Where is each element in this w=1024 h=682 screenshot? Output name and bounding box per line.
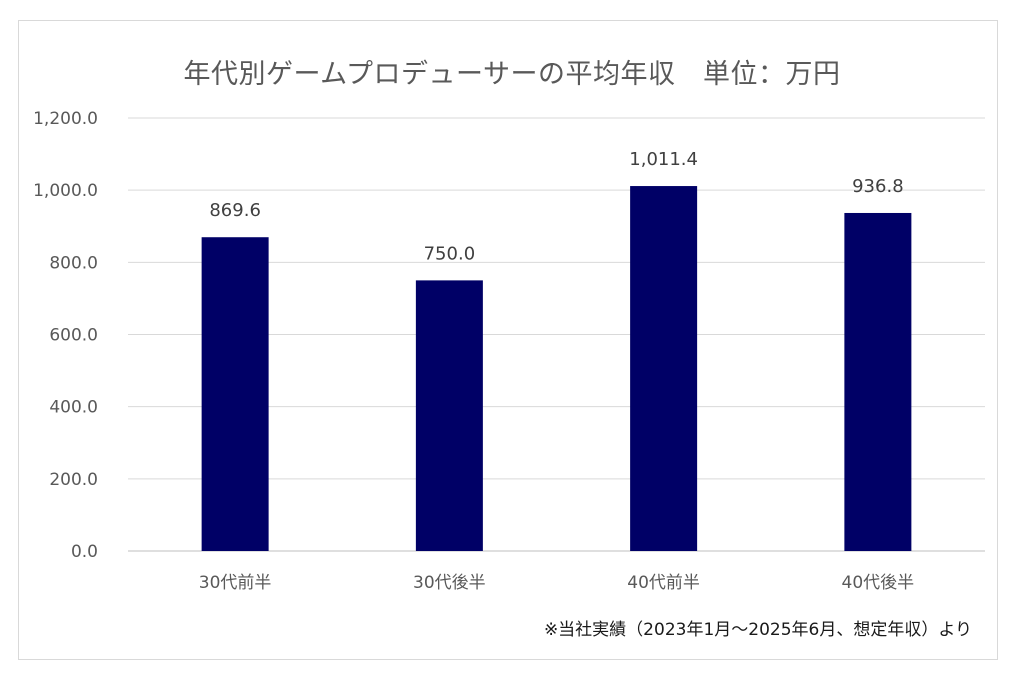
y-tick-label: 1,200.0 — [33, 109, 98, 129]
source-note: ※当社実績（2023年1月～2025年6月、想定年収）より — [543, 620, 972, 640]
y-tick-label: 800.0 — [49, 253, 98, 273]
chart-title: 年代別ゲームプロデューサーの平均年収 単位：万円 — [183, 59, 841, 90]
y-tick-label: 400.0 — [49, 398, 98, 418]
x-tick-label: 30代前半 — [199, 573, 272, 593]
bar — [844, 212, 912, 552]
data-label: 936.8 — [852, 176, 904, 197]
y-tick-label: 1,000.0 — [33, 181, 98, 201]
y-tick-label: 0.0 — [71, 542, 98, 562]
chart-frame — [18, 20, 998, 660]
bar — [415, 280, 483, 551]
bar — [201, 237, 269, 551]
bar — [630, 186, 698, 551]
x-tick-label: 30代後半 — [413, 573, 486, 593]
x-tick-label: 40代後半 — [842, 573, 915, 593]
y-tick-label: 600.0 — [49, 326, 98, 346]
data-label: 1,011.4 — [629, 149, 698, 170]
x-tick-label: 40代前半 — [627, 573, 700, 593]
data-label: 750.0 — [424, 243, 476, 264]
data-label: 869.6 — [209, 200, 261, 221]
y-tick-label: 200.0 — [49, 470, 98, 490]
